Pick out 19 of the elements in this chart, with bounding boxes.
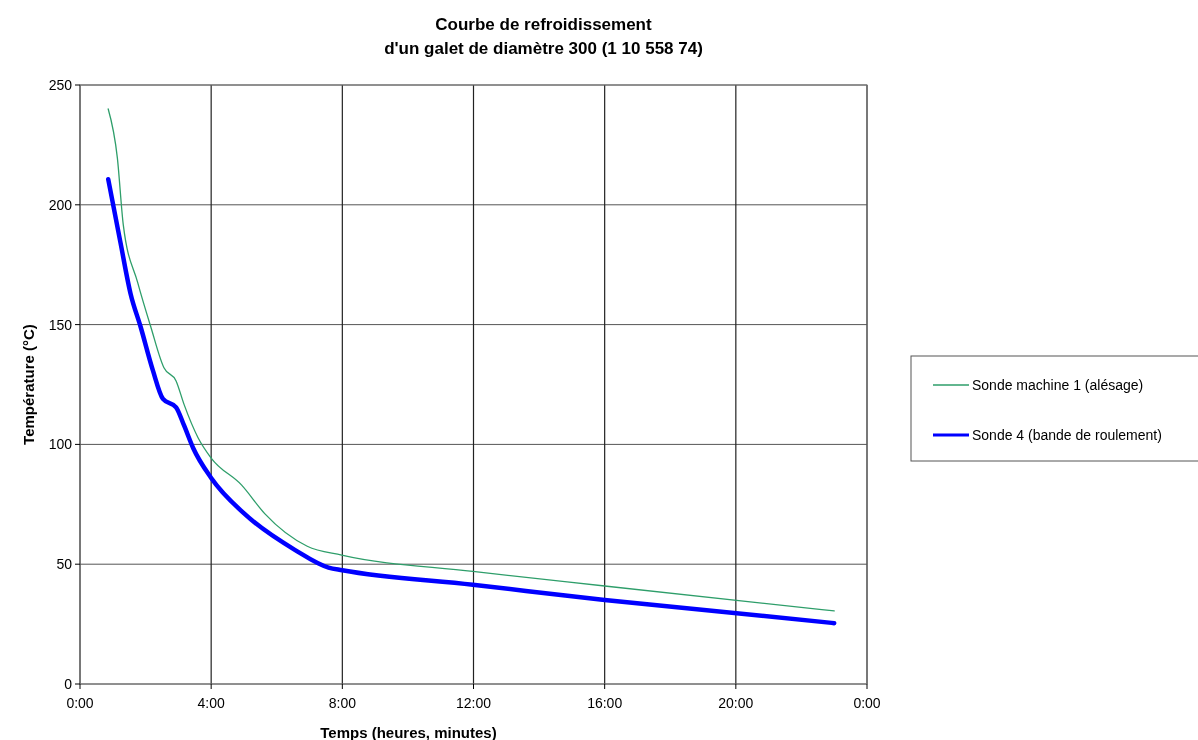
y-axis-title: Température (°C) (20, 324, 37, 445)
y-tick-label: 0 (64, 676, 73, 692)
x-tick-label: 16:00 (587, 695, 623, 711)
x-tick-label: 8:00 (328, 695, 357, 711)
y-tick-label: 50 (56, 556, 73, 573)
line-series (105, 176, 837, 626)
y-tick-label: 100 (48, 436, 73, 453)
x-tick-label: 12:00 (455, 695, 492, 711)
x-tick-label: 20:00 (718, 695, 754, 711)
y-tick-label: 150 (48, 316, 73, 333)
y-tick-label: 250 (48, 77, 73, 93)
y-tick-label: 200 (48, 196, 73, 213)
x-tick-label: 4:00 (197, 695, 225, 711)
x-tick-label: 0:00 (853, 695, 881, 711)
line-series (107, 108, 835, 612)
chart-title: Courbe de refroidissement d'un galet de diamètre 300 (1 10 558 74) (384, 15, 703, 58)
x-tick-label: 0:00 (66, 695, 94, 711)
legend-label: Sonde machine 1 (alésage) (972, 377, 1144, 393)
legend-label: Sonde 4 (bande de roulement) (972, 427, 1162, 443)
